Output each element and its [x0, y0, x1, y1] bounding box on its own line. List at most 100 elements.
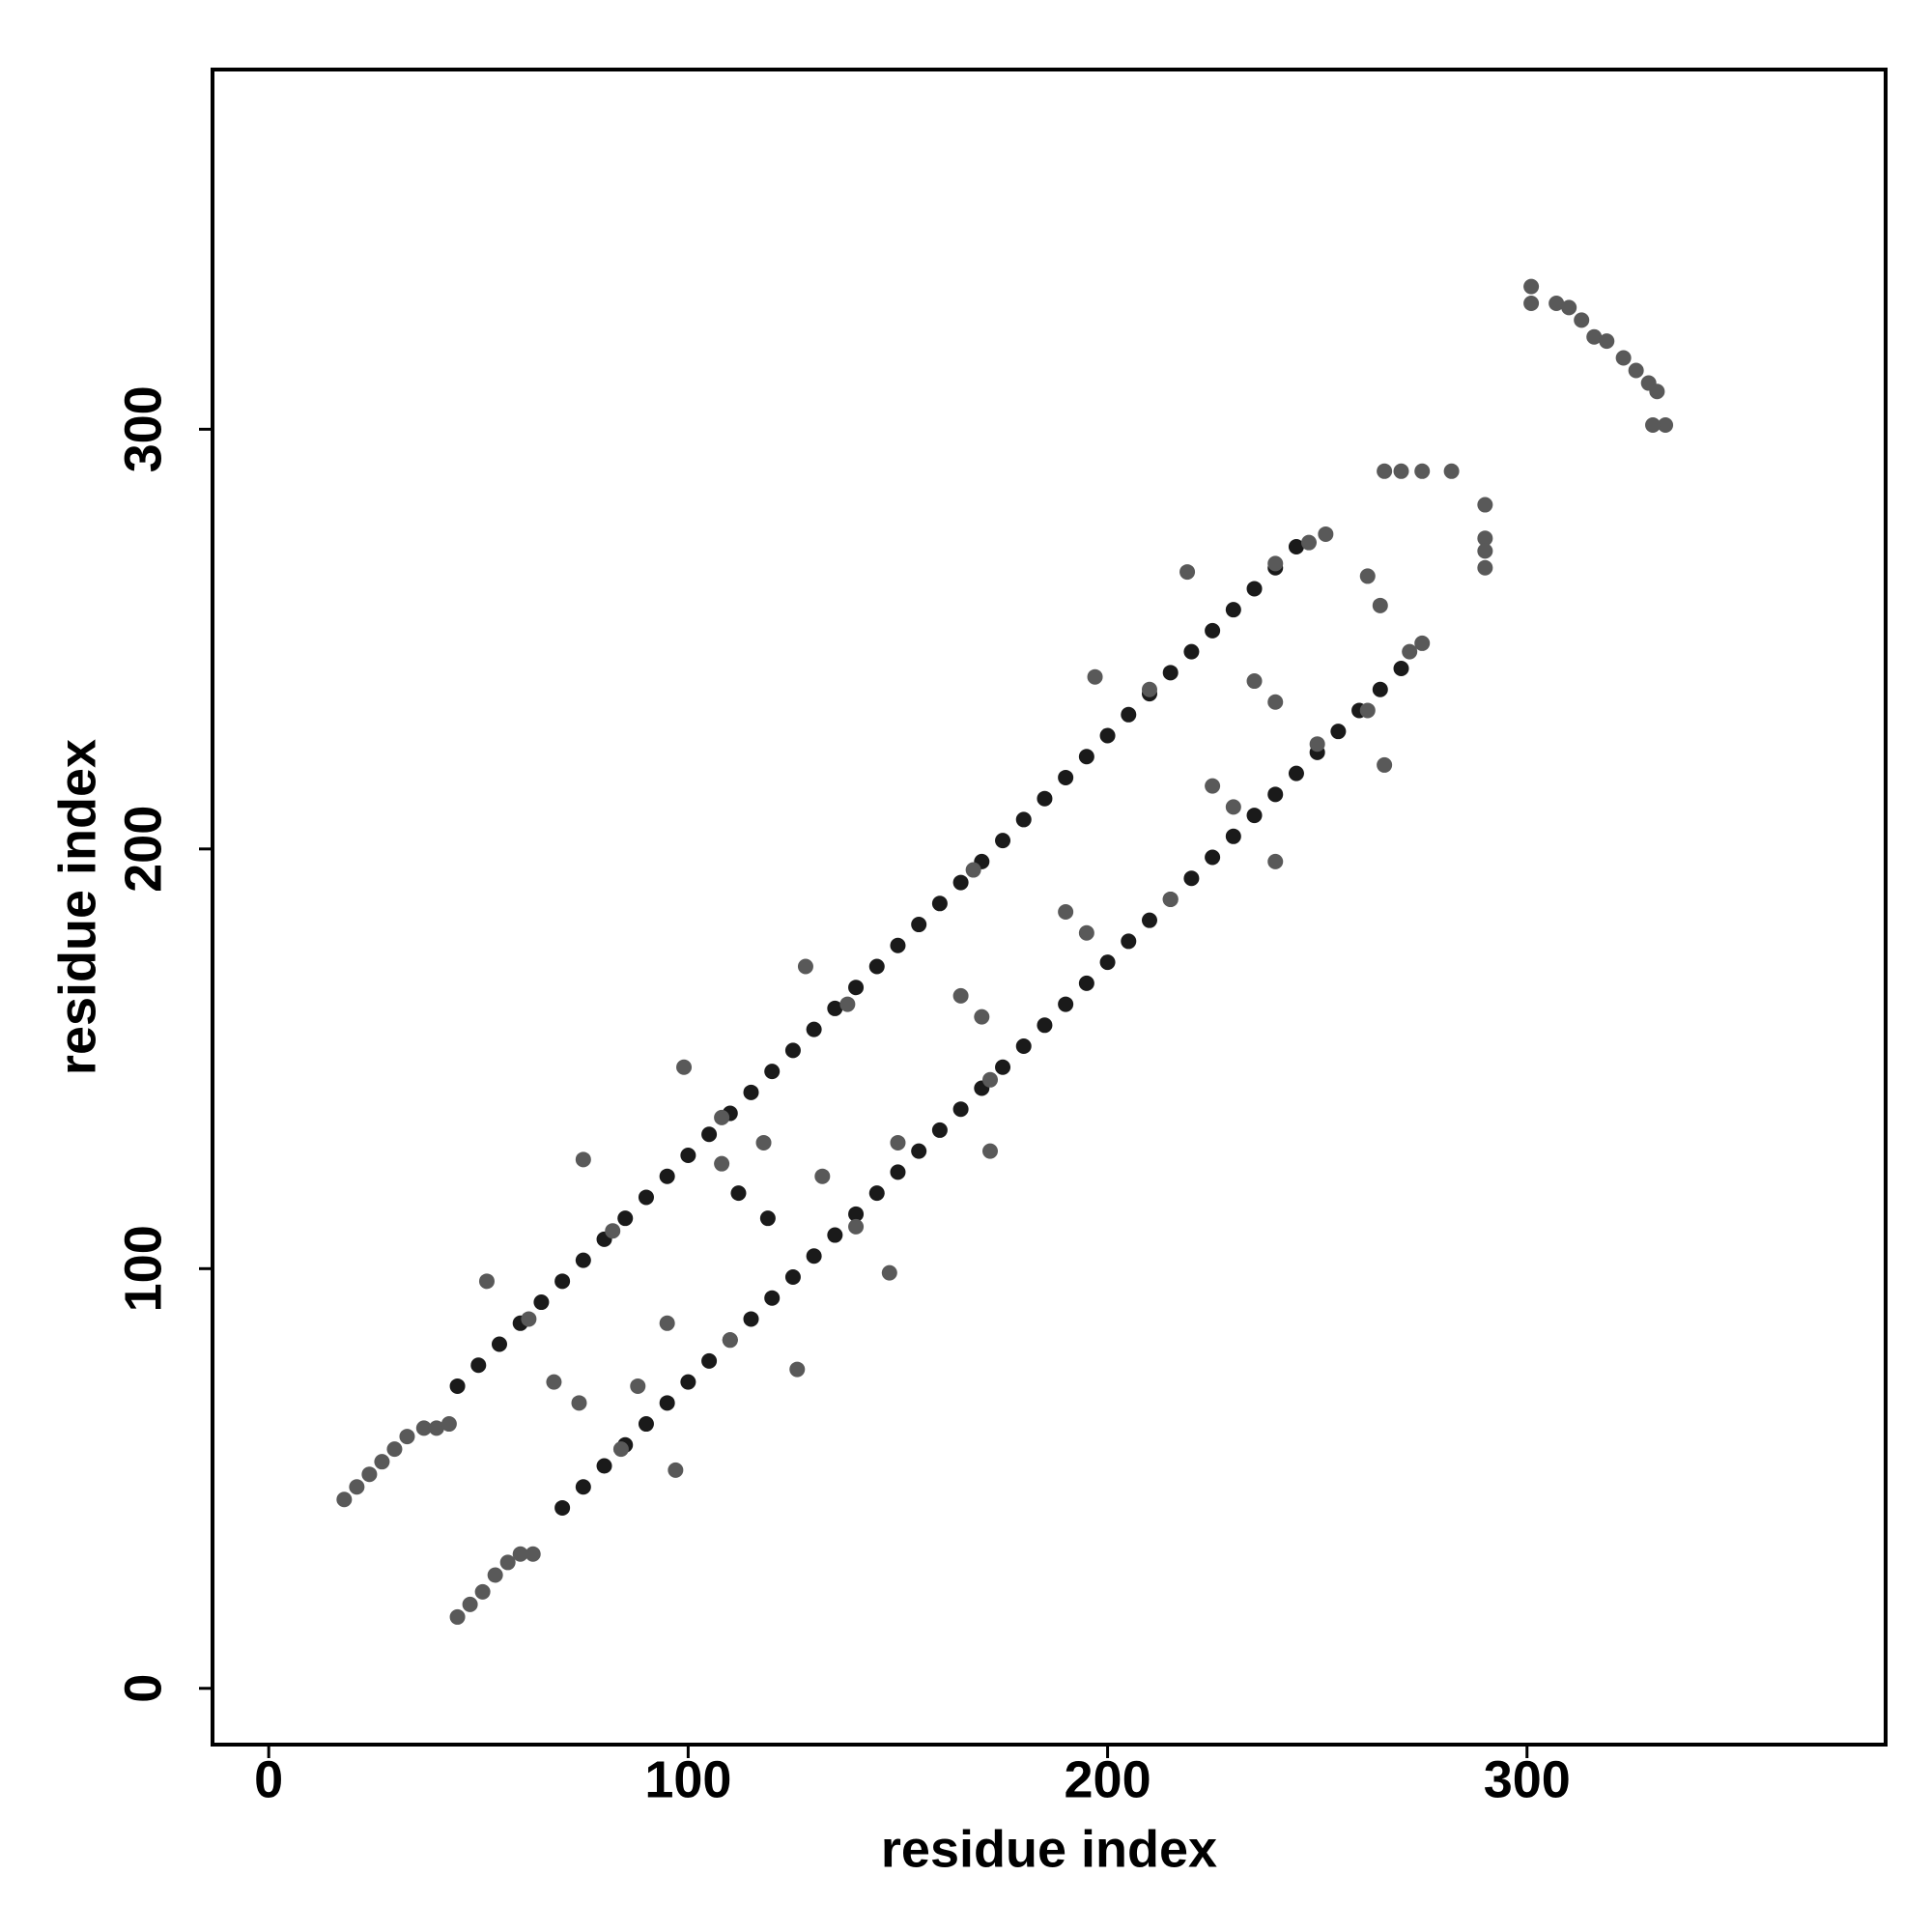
point [1523, 296, 1540, 312]
point [764, 1064, 781, 1080]
point [1267, 694, 1284, 710]
point [575, 1252, 591, 1268]
point [1205, 622, 1221, 639]
point [1087, 668, 1103, 685]
point [478, 1273, 495, 1290]
point [1162, 891, 1179, 907]
point [881, 1264, 897, 1281]
point [931, 1122, 948, 1138]
point [487, 1567, 503, 1583]
point [1205, 849, 1221, 866]
point [440, 1416, 457, 1433]
point [1246, 581, 1263, 597]
point [1267, 786, 1284, 803]
point [512, 1546, 528, 1562]
point [1330, 724, 1347, 740]
point [1377, 756, 1393, 773]
point [1141, 681, 1157, 697]
point [1414, 635, 1431, 651]
point [449, 1378, 466, 1394]
point [722, 1332, 738, 1349]
x-tick-label: 300 [1484, 1750, 1571, 1808]
point [952, 987, 969, 1004]
point [659, 1315, 675, 1331]
point [630, 1378, 646, 1394]
point [680, 1374, 696, 1390]
point [1377, 463, 1393, 479]
point [827, 1227, 843, 1243]
point [868, 958, 885, 975]
point [981, 1143, 998, 1159]
point [995, 1059, 1011, 1075]
point [714, 1155, 730, 1172]
point [759, 1210, 776, 1227]
point [1267, 853, 1284, 869]
point [1246, 808, 1263, 824]
point [890, 1164, 906, 1180]
point [1099, 727, 1116, 744]
point [470, 1357, 487, 1374]
point [1548, 296, 1565, 312]
point [1078, 975, 1094, 991]
point [1372, 597, 1388, 613]
point [462, 1596, 478, 1612]
point [814, 1168, 831, 1184]
point [789, 1361, 806, 1378]
point [521, 1311, 537, 1327]
point [890, 1134, 906, 1151]
point [1183, 870, 1200, 887]
point [554, 1499, 571, 1516]
point [839, 996, 856, 1012]
point [449, 1608, 466, 1625]
point [680, 1147, 696, 1163]
point [554, 1273, 571, 1290]
point [1288, 765, 1304, 781]
y-axis-label: residue index [48, 739, 106, 1075]
point [806, 1248, 822, 1264]
point [931, 895, 948, 912]
point [336, 1492, 353, 1508]
point [1372, 681, 1388, 697]
point [612, 1441, 629, 1458]
point [806, 1021, 822, 1037]
point [571, 1395, 587, 1411]
point [499, 1554, 516, 1571]
point [428, 1420, 444, 1436]
point [743, 1084, 759, 1100]
point [525, 1546, 541, 1562]
plot-frame [211, 68, 1888, 1747]
point [491, 1336, 507, 1352]
point [974, 1009, 990, 1025]
point [1058, 903, 1074, 920]
point [1359, 568, 1376, 584]
point [386, 1441, 403, 1458]
point [1078, 749, 1094, 765]
point [1615, 350, 1632, 366]
point [1162, 665, 1179, 681]
point [1121, 706, 1137, 723]
point [1225, 828, 1241, 844]
point [1288, 539, 1304, 555]
point [1402, 643, 1418, 660]
point [1141, 912, 1157, 928]
point [617, 1210, 634, 1227]
point [1628, 362, 1644, 379]
point [965, 862, 981, 878]
point [827, 1000, 843, 1016]
point [701, 1126, 718, 1143]
point [1599, 333, 1615, 350]
point [1037, 1017, 1053, 1034]
point [1359, 702, 1376, 719]
point [638, 1189, 654, 1206]
point [374, 1454, 390, 1470]
point [659, 1168, 675, 1184]
point [848, 1206, 865, 1222]
point [668, 1462, 684, 1478]
point [784, 1268, 801, 1285]
point [575, 1479, 591, 1495]
point [701, 1352, 718, 1369]
point [755, 1134, 772, 1151]
x-tick-label: 100 [644, 1750, 731, 1808]
point [1318, 526, 1334, 542]
point [1183, 643, 1200, 660]
